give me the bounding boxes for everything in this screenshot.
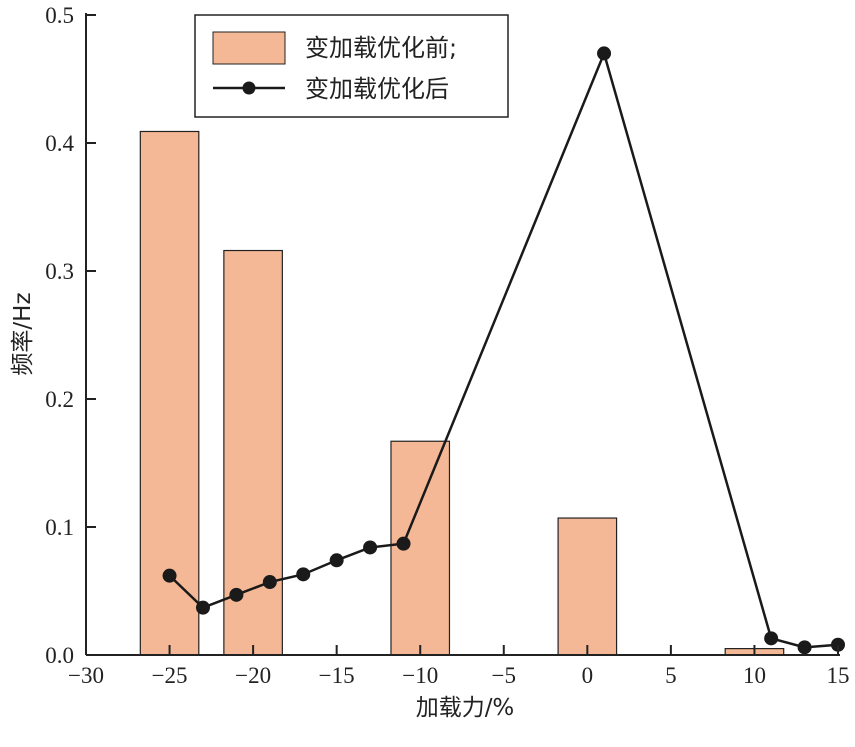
legend-label-before: 变加载优化前; [305, 34, 457, 62]
data-point [195, 600, 210, 615]
data-point [396, 536, 411, 551]
y-tick-label: 0.1 [45, 515, 74, 540]
y-tick-label: 0.5 [45, 3, 74, 28]
y-tick-label: 0.2 [45, 387, 74, 412]
y-axis-title: 频率/Hz [10, 292, 36, 375]
axes-layer [85, 13, 840, 656]
bars-layer [139, 130, 785, 656]
x-axis-title: 加载力/% [416, 695, 515, 721]
x-tick-label: −30 [68, 663, 104, 688]
x-tick-label: 0 [582, 663, 594, 688]
bar [139, 130, 200, 656]
legend-label-after: 变加载优化后 [305, 75, 449, 103]
x-tick-label: −20 [235, 663, 271, 688]
data-point [296, 567, 311, 582]
x-tick-label: −15 [319, 663, 355, 688]
bar [557, 517, 618, 656]
data-point [363, 540, 378, 555]
legend: 变加载优化前; 变加载优化后 [194, 14, 509, 118]
y-tick-label: 0.3 [45, 259, 74, 284]
legend-bar-swatch [212, 31, 286, 65]
x-tick-label: 15 [827, 663, 850, 688]
y-tick-label: 0.0 [45, 643, 74, 668]
x-tick-label: −10 [402, 663, 438, 688]
x-tick-label: −5 [492, 663, 516, 688]
data-point [162, 568, 177, 583]
data-point [229, 587, 244, 602]
x-tick-label: −25 [152, 663, 188, 688]
x-tick-label: 5 [665, 663, 677, 688]
x-tick-label: 10 [743, 663, 766, 688]
data-point [797, 640, 812, 655]
line-layer [162, 46, 845, 655]
data-point [831, 637, 845, 652]
data-point [597, 46, 612, 61]
ticks-layer: 0.0 0.1 0.2 0.3 0.4 0.5 −30 −25 −20 −15 −10 −5 0 5 10 1… [45, 3, 849, 688]
legend-marker-swatch [242, 81, 256, 95]
data-point [329, 553, 344, 568]
y-tick-label: 0.4 [45, 131, 74, 156]
data-point [764, 631, 779, 646]
data-point [262, 575, 277, 590]
